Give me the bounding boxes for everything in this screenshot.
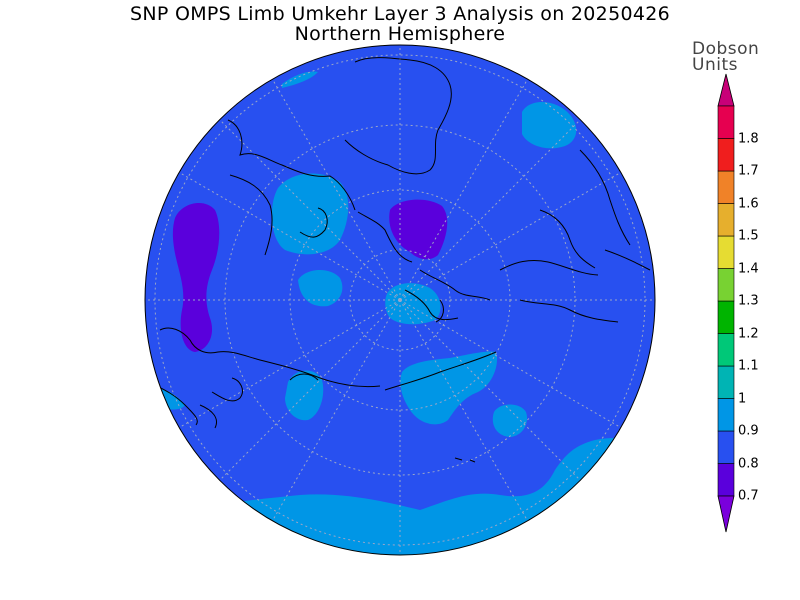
- region-top-left-sliver: [282, 71, 318, 88]
- region-lower-right: [492, 404, 528, 437]
- colorbar-segment: [717, 138, 735, 172]
- colorbar-segment: [717, 268, 735, 302]
- colorbar-segment: [717, 398, 735, 432]
- region-center: [385, 283, 441, 325]
- colorbar-tick-label: 0.8: [738, 456, 759, 471]
- map-title: SNP OMPS Limb Umkehr Layer 3 Analysis on…: [129, 3, 671, 25]
- colorbar-segment: [717, 170, 735, 204]
- colorbar-unit-line2: Units: [692, 55, 738, 75]
- colorbar-tick-label: 1.1: [738, 358, 759, 374]
- colorbar-tick-label: 1.4: [738, 261, 759, 276]
- colorbar-tick-label: 0.7: [738, 488, 759, 504]
- colorbar-tick-label: 1.2: [738, 326, 759, 341]
- colorbar-segment: [717, 333, 735, 367]
- colorbar-tick-label: 0.9: [738, 423, 759, 439]
- colorbar-segment: [717, 365, 735, 399]
- colorbar-segment: [717, 463, 735, 497]
- coastlines: [154, 57, 651, 463]
- colorbar: [717, 73, 735, 533]
- colorbar-title: Dobson Units: [692, 39, 760, 75]
- map-subtitle: Northern Hemisphere: [294, 23, 506, 45]
- colorbar-segment: [717, 300, 735, 334]
- region-upper-left: [271, 173, 349, 255]
- colorbar-tick-label: 1.3: [738, 293, 759, 309]
- colorbar-tick-label: 1.7: [738, 163, 759, 179]
- colorbar-segment: [717, 235, 735, 269]
- colorbar-tick-label: 1.6: [738, 196, 759, 211]
- grid-lines: [145, 45, 655, 555]
- colorbar-segment: [717, 430, 735, 464]
- colorbar-arrow-bottom: [717, 495, 735, 533]
- colorbar-unit-line1: Dobson: [692, 39, 760, 59]
- colorbar-segment: [717, 105, 735, 139]
- colorbar-segment: [717, 203, 735, 237]
- region-mid-left: [298, 269, 343, 307]
- map-border: [144, 44, 656, 556]
- colorbar-tick-label: 1.8: [738, 131, 759, 146]
- colorbar-tick-label: 1: [738, 391, 747, 406]
- colorbar-tick-label: 1.5: [738, 228, 759, 244]
- region-top-center-purple: [389, 199, 448, 260]
- colorbar-arrow-top: [717, 73, 735, 107]
- region-lower-center: [400, 351, 498, 425]
- region-left-purple: [172, 203, 220, 352]
